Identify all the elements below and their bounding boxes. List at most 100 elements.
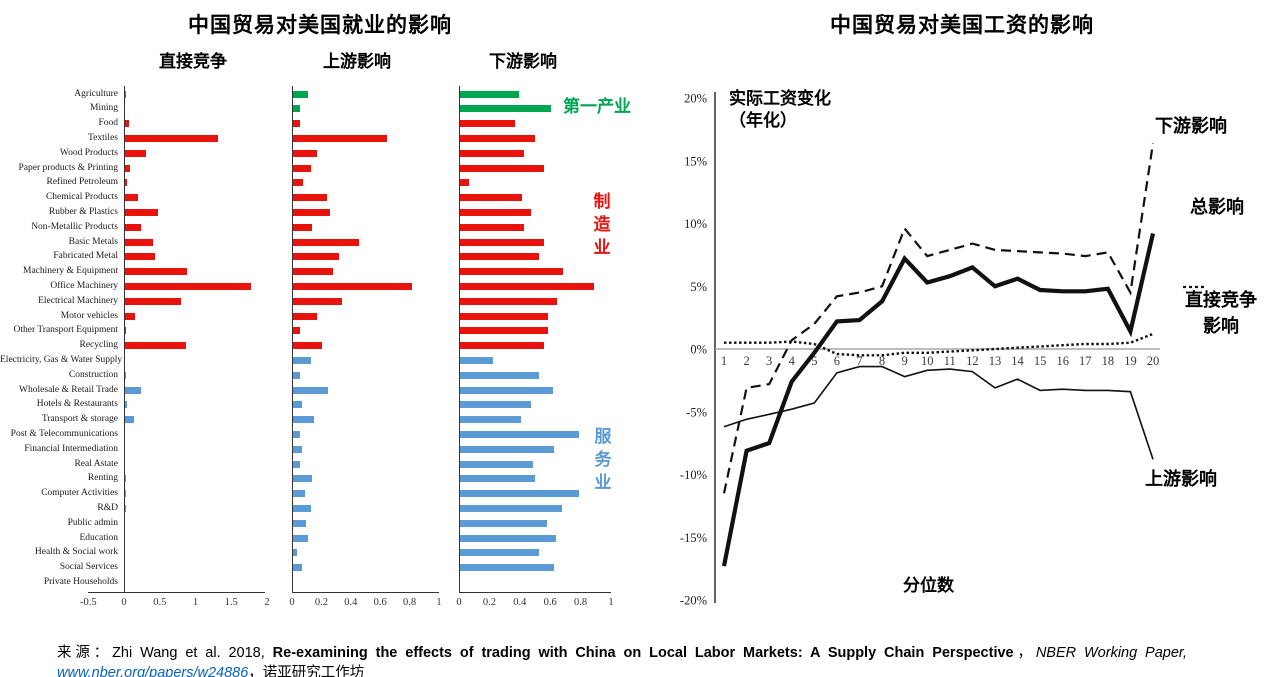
industry-label: Food [98, 118, 118, 129]
bar [293, 534, 308, 542]
wage-y-axis-annotation: 实际工资变化 （年化） [729, 89, 831, 130]
bar-panel-x-axis [292, 592, 439, 593]
industry-label: Motor vehicles [60, 310, 118, 321]
bar [125, 401, 128, 409]
bar [460, 534, 556, 542]
source-paper-title: Re-examining the effects of trading with… [272, 644, 1014, 661]
bar [293, 564, 302, 572]
x-axis-tick-label: -0.5 [79, 597, 97, 608]
bar [293, 430, 301, 438]
x-axis-tick-label: 0.6 [373, 597, 387, 608]
x-axis-tick-label: 14 [1011, 354, 1024, 368]
bar [293, 445, 302, 453]
bar [460, 490, 579, 498]
bar [460, 164, 544, 172]
bar [293, 105, 301, 113]
y-axis-tick-label: -20% [680, 594, 707, 608]
bar [125, 312, 135, 320]
bar [460, 194, 523, 202]
bar [460, 120, 515, 128]
bar [460, 504, 562, 512]
bar [460, 282, 594, 290]
bar [293, 90, 308, 98]
bar [125, 475, 127, 483]
industry-label: Fabricated Metal [53, 251, 118, 262]
industry-label: Electrical Machinery [38, 295, 118, 306]
x-axis-tick-label: 0.8 [403, 597, 417, 608]
downstream-line [722, 143, 1155, 494]
x-axis-tick-label: 4 [789, 354, 796, 368]
bar [460, 208, 532, 216]
panel-title-upstream: 上游影响 [323, 52, 391, 71]
x-axis-tick-label: 0 [121, 597, 127, 608]
industry-label: Computer Activities [41, 488, 118, 499]
x-axis-tick-label: 0 [456, 597, 462, 608]
industry-label: Rubber & Plastics [48, 207, 118, 217]
industry-label: Hotels & Restaurants [36, 399, 118, 410]
bar [293, 460, 301, 468]
industry-label: Construction [68, 369, 118, 380]
bar [125, 208, 158, 216]
industry-label: Paper products & Printing [18, 162, 118, 173]
x-axis-tick-label: 0.4 [513, 597, 527, 608]
bar [125, 179, 128, 187]
industry-label: Mining [90, 103, 118, 114]
industry-label: Textiles [88, 133, 118, 143]
bar [460, 253, 539, 261]
bar [460, 342, 544, 350]
total-line [721, 233, 1156, 567]
y-axis-tick-label: 15% [684, 154, 707, 168]
bar [125, 120, 130, 128]
bar [460, 134, 535, 142]
x-axis-tick-label: 11 [944, 354, 956, 368]
bar [293, 401, 302, 409]
bar [293, 519, 307, 527]
bar [460, 371, 539, 379]
bar [293, 164, 311, 172]
x-axis-tick-label: 20 [1147, 354, 1160, 368]
x-axis-tick-label: 8 [879, 354, 885, 368]
bar [293, 504, 311, 512]
bar [460, 475, 535, 483]
bar [293, 134, 388, 142]
bar [293, 342, 323, 350]
source-suffix: ，诺亚研究工作坊 [248, 664, 365, 677]
x-axis-tick-label: 10 [921, 354, 934, 368]
x-axis-tick-label: 0.2 [482, 597, 496, 608]
source-url-link[interactable]: www.nber.org/papers/w24886 [57, 664, 249, 677]
x-axis-tick-label: 1 [436, 597, 442, 608]
x-axis-tick-label: 2 [264, 597, 270, 608]
source-citation: 来源：Zhi Wang et al. 2018, Re-examining th… [57, 643, 1187, 677]
bar [293, 282, 413, 290]
bar [460, 105, 552, 113]
bar [125, 416, 134, 424]
industry-label: Real Astate [74, 458, 118, 469]
x-axis-tick-label: 13 [989, 354, 1002, 368]
panel-title-direct-competition: 直接竞争 [159, 52, 227, 71]
bar [125, 238, 153, 246]
panel-title-downstream: 下游影响 [489, 52, 557, 71]
bar [293, 253, 339, 261]
bar [460, 401, 532, 409]
bar [460, 268, 564, 276]
industry-label: Public admin [67, 517, 118, 528]
industry-label: Renting [87, 473, 118, 484]
industry-label: Private Households [43, 577, 118, 587]
bar-panel-x-axis [88, 592, 265, 593]
bar [125, 149, 146, 157]
x-axis-tick-label: 0.8 [574, 597, 588, 608]
x-axis-tick-label: 0.4 [344, 597, 358, 608]
total-series-label: 总影响 [1190, 197, 1244, 217]
direct-competition-series-label: 直接竞争 影响 [1185, 290, 1257, 336]
bar [460, 312, 549, 320]
x-axis-tick-label: 19 [1124, 354, 1137, 368]
bar [293, 208, 330, 216]
bar-panel-y-axis [124, 86, 125, 593]
x-axis-tick-label: 5 [811, 354, 817, 368]
y-axis-tick-label: -15% [680, 531, 707, 545]
bar [460, 356, 494, 364]
bar [293, 238, 360, 246]
bar [460, 416, 521, 424]
industry-label: Other Transport Equipment [13, 325, 119, 336]
